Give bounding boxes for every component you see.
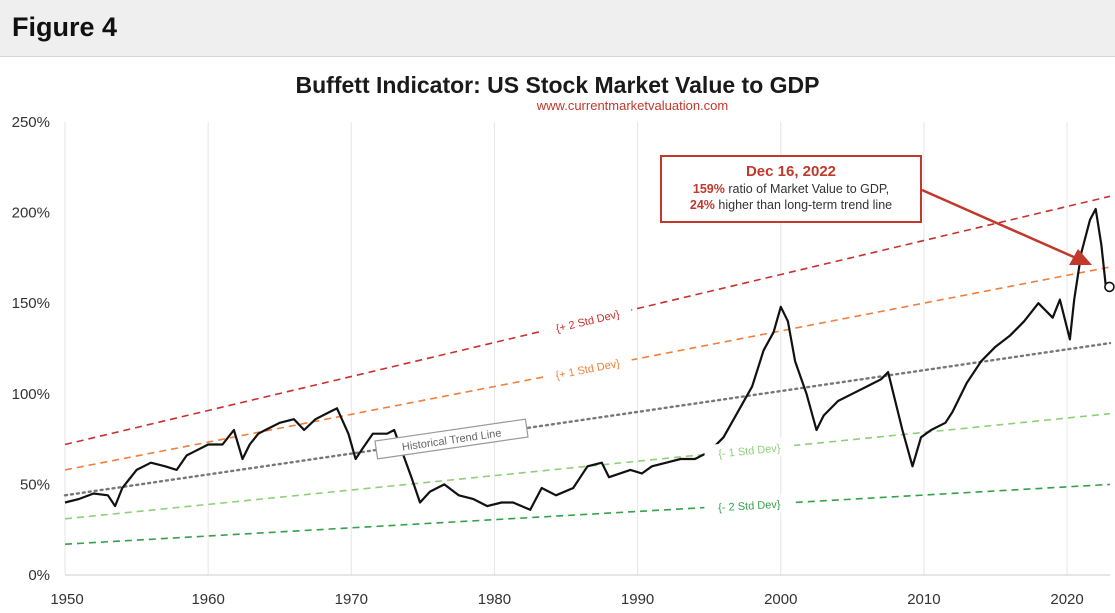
annotation-arrow — [921, 188, 1115, 293]
x-tick-label: 1970 — [335, 591, 368, 608]
annotation-ratio-value: 159% — [692, 182, 725, 196]
series-label-bg — [703, 493, 795, 517]
y-axis: 0% 50% 100% 150% 200% 250% — [12, 114, 50, 584]
chart-title: Buffett Indicator: US Stock Market Value… — [295, 72, 820, 98]
series-label: {- 2 Std Dev} — [718, 499, 781, 515]
annotation-line-2: 24% higher than long-term trend line — [662, 198, 920, 212]
current-value-marker — [1104, 281, 1115, 293]
x-tick-label: 1990 — [621, 591, 654, 608]
x-tick-label: 1960 — [191, 591, 224, 608]
series-buffett-indicator-line — [64, 207, 1110, 511]
chart-subtitle: www.currentmarketvaluation.com — [536, 98, 729, 113]
x-tick-label: 2010 — [907, 591, 940, 608]
y-tick-label: 0% — [28, 567, 50, 584]
annotation-arrow-head — [1069, 249, 1092, 265]
x-tick-label: 2020 — [1050, 591, 1083, 608]
annotation-box: Dec 16, 2022 159% ratio of Market Value … — [660, 155, 922, 223]
y-tick-label: 250% — [12, 114, 50, 131]
y-tick-label: 150% — [12, 295, 50, 312]
x-tick-label: 1950 — [50, 591, 83, 608]
y-tick-label: 100% — [12, 386, 50, 403]
x-axis: 1950 1960 1970 1980 1990 2000 2010 2020 — [50, 591, 1083, 608]
x-tick-label: 2000 — [764, 591, 797, 608]
series-line — [64, 483, 1111, 545]
series-label-group: {- 1 Std Dev} — [703, 436, 795, 464]
series-line — [63, 341, 1112, 497]
x-tick-label: 1980 — [478, 591, 511, 608]
grid — [64, 122, 1110, 576]
series-label-bg — [374, 418, 529, 460]
annotation-arrow-line — [921, 188, 1077, 260]
series-labels: Historical Trend Line {+ 1 Std Dev} {+ 2 S… — [374, 301, 795, 517]
annotation-trend-value: 24% — [689, 198, 715, 212]
figure-label: Figure 4 — [12, 12, 118, 42]
y-tick-label: 200% — [12, 205, 50, 222]
series-label-bg — [541, 301, 634, 340]
y-tick-label: 50% — [20, 476, 50, 493]
figure-header: Figure 4 — [0, 0, 1115, 57]
annotation-date: Dec 16, 2022 — [745, 163, 837, 180]
series-label-group: Historical Trend Line — [374, 418, 529, 460]
annotation-line-1: 159% ratio of Market Value to GDP, — [662, 182, 920, 196]
series-label-bg — [541, 350, 634, 386]
annotation-trend-text: higher than long-term trend line — [714, 198, 893, 212]
series-label-bg — [703, 436, 795, 464]
annotation-ratio-text: ratio of Market Value to GDP, — [724, 182, 890, 196]
series-label-group: {- 2 Std Dev} — [703, 493, 795, 517]
series-label-group: {+ 2 Std Dev} — [541, 301, 634, 340]
series-label-group: {+ 1 Std Dev} — [541, 350, 634, 386]
